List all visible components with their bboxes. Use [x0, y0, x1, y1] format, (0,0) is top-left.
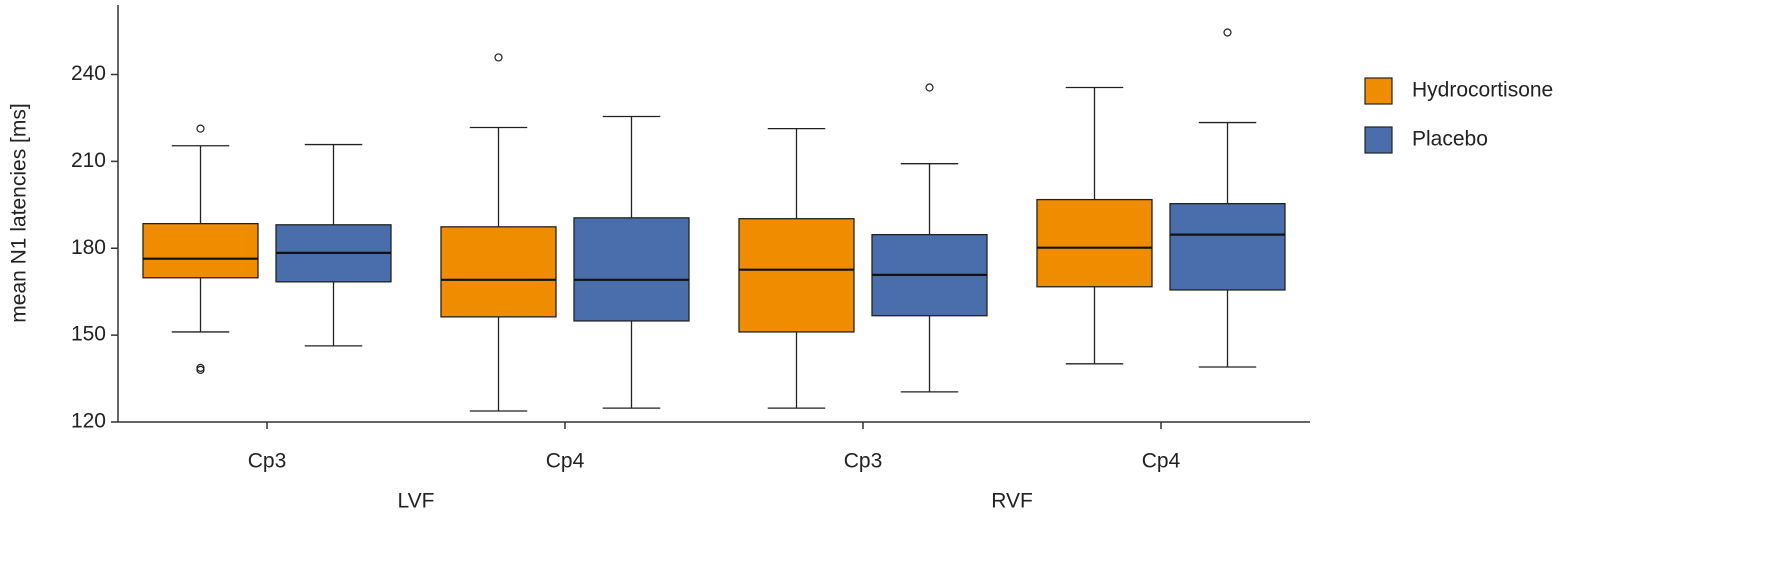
- box: [142, 222, 259, 279]
- legend-swatch: [1364, 126, 1393, 154]
- box: [573, 217, 690, 322]
- box: [738, 218, 855, 333]
- legend-label: Hydrocortisone: [1412, 79, 1553, 102]
- y-tick-label: 120: [71, 410, 106, 433]
- group-label: RVF: [991, 490, 1033, 513]
- x-tick-label: Cp3: [844, 450, 883, 473]
- outlier: [925, 83, 934, 92]
- box: [1169, 203, 1286, 291]
- x-tick-label: Cp4: [546, 450, 585, 473]
- legend-swatch: [1364, 77, 1393, 105]
- x-tick-label: Cp3: [248, 450, 287, 473]
- outlier: [196, 124, 205, 133]
- outlier: [196, 365, 205, 374]
- x-tick-label: Cp4: [1142, 450, 1181, 473]
- outlier: [494, 53, 503, 62]
- y-tick-label: 240: [71, 62, 106, 85]
- y-tick-label: 180: [71, 236, 106, 259]
- y-tick-label: 150: [71, 323, 106, 346]
- legend-label: Placebo: [1412, 128, 1488, 151]
- group-label: LVF: [398, 490, 435, 513]
- y-tick-label: 210: [71, 149, 106, 172]
- box: [1036, 198, 1153, 288]
- box: [440, 226, 557, 318]
- y-axis-label: mean N1 latencies [ms]: [8, 103, 31, 322]
- outlier: [1223, 28, 1232, 37]
